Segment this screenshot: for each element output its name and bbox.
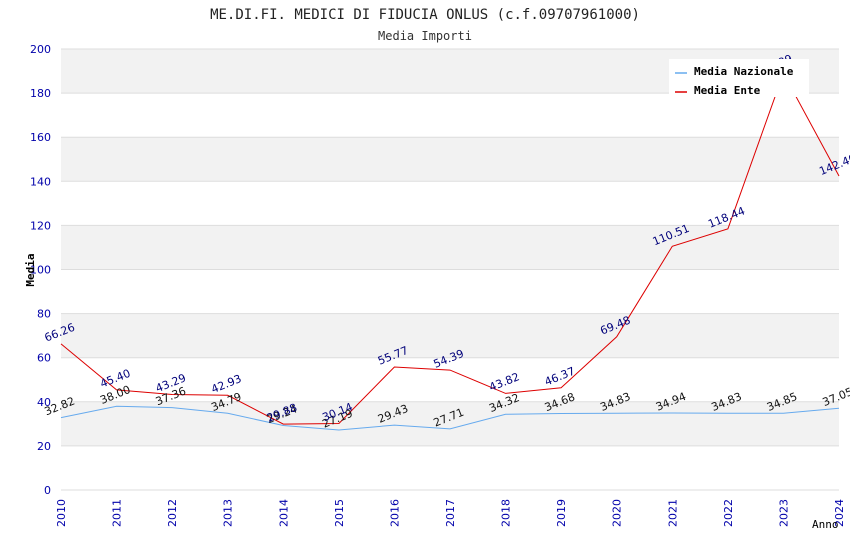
x-tick-label: 2012 xyxy=(166,499,179,527)
x-tick-label: 2024 xyxy=(833,499,846,527)
y-tick-label: 40 xyxy=(37,396,51,409)
y-tick-label: 180 xyxy=(30,87,51,100)
x-tick-label: 2020 xyxy=(611,499,624,527)
legend-box xyxy=(669,59,809,97)
x-tick-label: 2010 xyxy=(55,499,68,527)
series-line-media-ente xyxy=(60,72,840,425)
x-tick-label: 2016 xyxy=(388,499,401,527)
grid-lines xyxy=(61,48,839,491)
y-tick-label: 140 xyxy=(30,175,51,188)
legend-label-ente: Media Ente xyxy=(694,84,761,97)
y-tick-label: 0 xyxy=(44,484,51,497)
x-tick-label: 2011 xyxy=(111,499,124,527)
grid-band xyxy=(61,181,839,226)
x-tick-label: 2023 xyxy=(777,499,790,527)
chart-subtitle: Media Importi xyxy=(378,29,472,43)
x-tick-label: 2014 xyxy=(277,499,290,527)
y-axis-label: Media xyxy=(24,253,37,286)
grid-band xyxy=(61,313,839,358)
x-tick-label: 2019 xyxy=(555,499,568,527)
y-tick-label: 120 xyxy=(30,219,51,232)
y-tick-label: 60 xyxy=(37,352,51,365)
y-tick-label: 100 xyxy=(30,264,51,277)
x-axis-label: Anno xyxy=(812,518,839,531)
y-tick-label: 20 xyxy=(37,440,51,453)
grid-bands xyxy=(61,49,839,490)
grid-band xyxy=(61,445,839,490)
grid-band xyxy=(61,93,839,138)
grid-band xyxy=(61,269,839,314)
legend-label-nazionale: Media Nazionale xyxy=(694,65,794,78)
x-axis-ticks: 2010 2011 2012 2013 2014 2015 2016 2017 2018 2019… xyxy=(55,499,846,527)
x-tick-label: 2017 xyxy=(444,499,457,527)
grid-band xyxy=(61,225,839,270)
x-tick-label: 2021 xyxy=(666,499,679,527)
chart-title: ME.DI.FI. MEDICI DI FIDUCIA ONLUS (c.f.0… xyxy=(210,7,640,23)
y-tick-label: 160 xyxy=(30,131,51,144)
series-line-media-nazionale xyxy=(60,405,840,431)
x-tick-label: 2015 xyxy=(333,499,346,527)
grid-band xyxy=(61,137,839,182)
x-tick-label: 2013 xyxy=(222,499,235,527)
x-tick-label: 2018 xyxy=(500,499,513,527)
x-tick-label: 2022 xyxy=(722,499,735,527)
legend: Media Nazionale Media Ente xyxy=(669,59,809,97)
y-axis-ticks: 0 20 40 60 80 100 120 140 160 180 200 xyxy=(30,43,51,497)
series-lines xyxy=(60,72,840,431)
y-tick-label: 80 xyxy=(37,308,51,321)
y-tick-label: 200 xyxy=(30,43,51,56)
